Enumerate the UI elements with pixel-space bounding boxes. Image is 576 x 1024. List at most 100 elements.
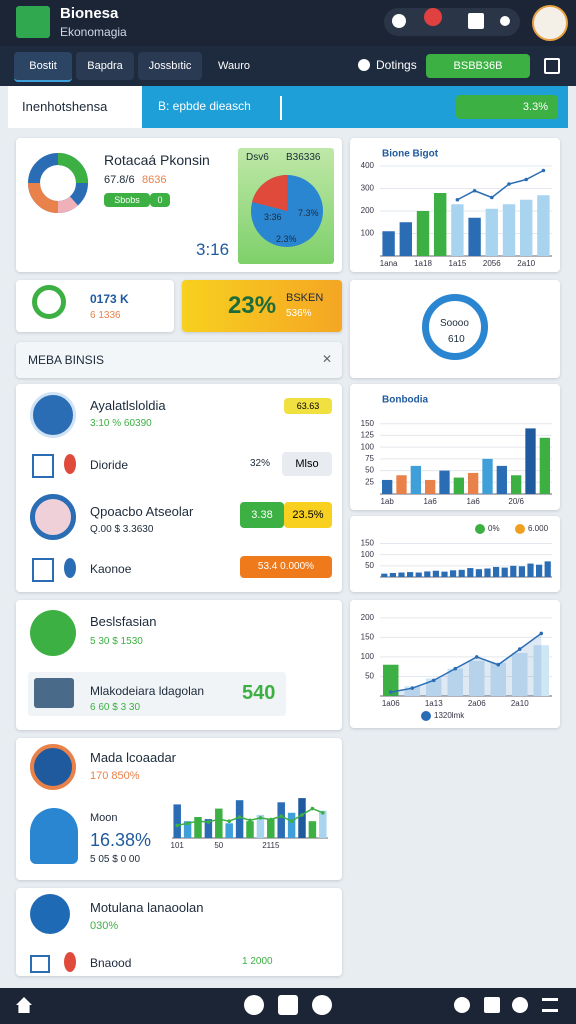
doc-icon [32,558,54,582]
bar [382,231,395,256]
pie-label: 7.3% [298,208,319,218]
row-value: 540 [242,682,276,704]
bar [407,572,414,577]
item-button[interactable]: 53.4 0.000% [240,556,332,578]
bar [537,195,550,256]
bar [225,823,233,838]
y-tick-label: 200 [361,206,375,215]
area [390,633,542,696]
y-tick-label: 400 [361,161,375,170]
nav-button[interactable] [244,995,264,1015]
chart-card [350,516,560,592]
nav-button[interactable] [312,995,332,1015]
notification-icon[interactable] [424,8,442,26]
item-icon [30,392,76,438]
bar [404,686,420,696]
sub-meta: 5 05 $ 0 00 [90,854,141,865]
point [388,690,393,694]
icon-button[interactable] [500,16,510,26]
expand-icon[interactable] [544,58,560,74]
pie-label: 2.3% [276,234,297,244]
y-tick-label: 200 [361,613,375,622]
item-button[interactable]: Mlso [282,452,332,476]
close-icon[interactable]: ✕ [322,352,333,366]
shop-icon [34,678,74,708]
tab[interactable]: Bapdra [76,52,134,80]
home-button[interactable] [16,997,32,1013]
bar [235,800,244,838]
point [196,819,200,823]
tab[interactable]: Bostit [14,52,72,82]
item-title: Kaonoe [90,562,132,576]
nav-button[interactable] [278,995,298,1015]
nav-button[interactable] [454,997,470,1013]
bar [468,472,479,494]
bar [215,808,223,838]
x-tick-label: 1ana [380,259,398,268]
person-icon [64,454,76,474]
y-tick-label: 150 [361,539,375,548]
highlight-card [182,280,342,332]
search-field[interactable]: B: epbde dieasch [158,99,251,113]
bar [410,465,421,494]
doc-icon [32,454,54,478]
select[interactable] [8,86,142,128]
nav-button[interactable] [512,997,528,1013]
bar [482,458,493,494]
card-title: Beslsfasian [90,614,157,629]
card-title: Motulana lanaoolan [90,900,204,915]
row-meta: 6 60 $ 3 30 [90,702,141,713]
tab[interactable]: Jossbıtic [138,52,202,80]
card-meta: 170 850% [90,770,140,782]
point [472,188,477,193]
bar [502,204,516,256]
icon-button[interactable] [392,14,406,28]
logo[interactable] [16,6,50,38]
point [269,817,273,822]
pill-value: 0 [150,193,170,207]
y-tick-label: 100 [361,229,375,238]
item-icon [30,744,76,790]
filter-badge[interactable]: 3.3% [456,95,558,119]
avatar[interactable] [532,5,568,41]
bar [475,569,482,577]
settings-icon[interactable] [358,59,370,71]
highlight-title: BSKEN [286,292,324,304]
y-tick-label: 150 [361,419,375,428]
x-tick-label: 1a6 [423,497,437,506]
ring-value: 610 [448,334,465,345]
bar [485,208,498,256]
highlight-value: 23% [228,292,277,319]
bar [424,571,431,577]
pie [251,174,323,247]
chart-title: Bonbodia [382,395,429,406]
bar [416,211,430,256]
tab[interactable]: Wauro [218,60,250,72]
point [321,811,325,815]
legend-swatch [421,711,431,721]
bar [544,561,551,577]
bar [389,572,396,577]
menu-button[interactable] [542,998,558,1012]
chart: 50 100 150 0% 6.000 [361,524,552,578]
app-subtitle: Ekonomagia [60,25,127,39]
settings-link[interactable]: Dotings [376,58,417,72]
section-title: MEBA BINSIS [28,353,105,367]
point [524,177,528,182]
y-tick-label: 100 [361,550,375,559]
bar [439,470,450,494]
item-icon [30,894,70,934]
point [453,666,458,671]
point [227,819,231,823]
bar [510,565,517,577]
app-title: Bionesa [60,5,119,22]
y-tick-label: 100 [361,652,375,661]
action-button[interactable]: BSBB36B [426,54,530,78]
bar [425,479,436,494]
item-meta: Q.00 $ 3.3630 [90,524,154,535]
point [455,197,460,202]
nav-button[interactable] [484,997,500,1013]
chart-title: Bione Bigot [382,149,439,160]
icon-button[interactable] [468,13,484,29]
